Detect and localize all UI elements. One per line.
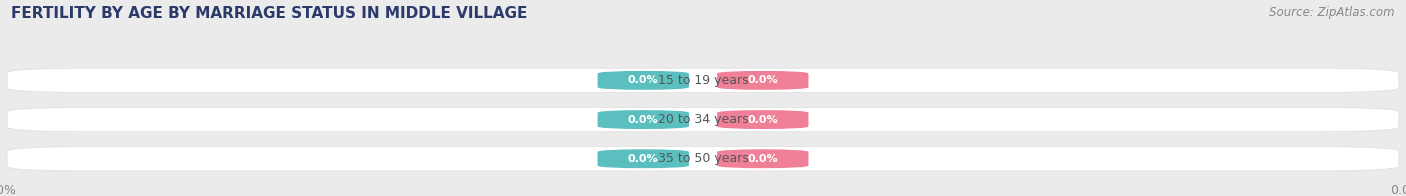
FancyBboxPatch shape — [598, 71, 689, 90]
FancyBboxPatch shape — [598, 149, 689, 168]
Text: 0.0%: 0.0% — [628, 75, 658, 85]
Text: FERTILITY BY AGE BY MARRIAGE STATUS IN MIDDLE VILLAGE: FERTILITY BY AGE BY MARRIAGE STATUS IN M… — [11, 6, 527, 21]
Bar — [0, 104, 1406, 135]
FancyBboxPatch shape — [598, 110, 689, 129]
FancyBboxPatch shape — [7, 107, 1399, 132]
Text: 0.0%: 0.0% — [748, 154, 778, 164]
FancyBboxPatch shape — [717, 149, 808, 168]
Bar — [0, 143, 1406, 174]
FancyBboxPatch shape — [717, 71, 808, 90]
Text: Source: ZipAtlas.com: Source: ZipAtlas.com — [1270, 6, 1395, 19]
Text: 0.0%: 0.0% — [628, 114, 658, 125]
Text: 35 to 50 years: 35 to 50 years — [658, 152, 748, 165]
Text: 15 to 19 years: 15 to 19 years — [658, 74, 748, 87]
FancyBboxPatch shape — [717, 110, 808, 129]
FancyBboxPatch shape — [7, 68, 1399, 93]
Text: 20 to 34 years: 20 to 34 years — [658, 113, 748, 126]
Text: 0.0%: 0.0% — [748, 114, 778, 125]
Bar — [0, 65, 1406, 96]
FancyBboxPatch shape — [7, 147, 1399, 171]
Text: 0.0%: 0.0% — [628, 154, 658, 164]
Text: 0.0%: 0.0% — [748, 75, 778, 85]
